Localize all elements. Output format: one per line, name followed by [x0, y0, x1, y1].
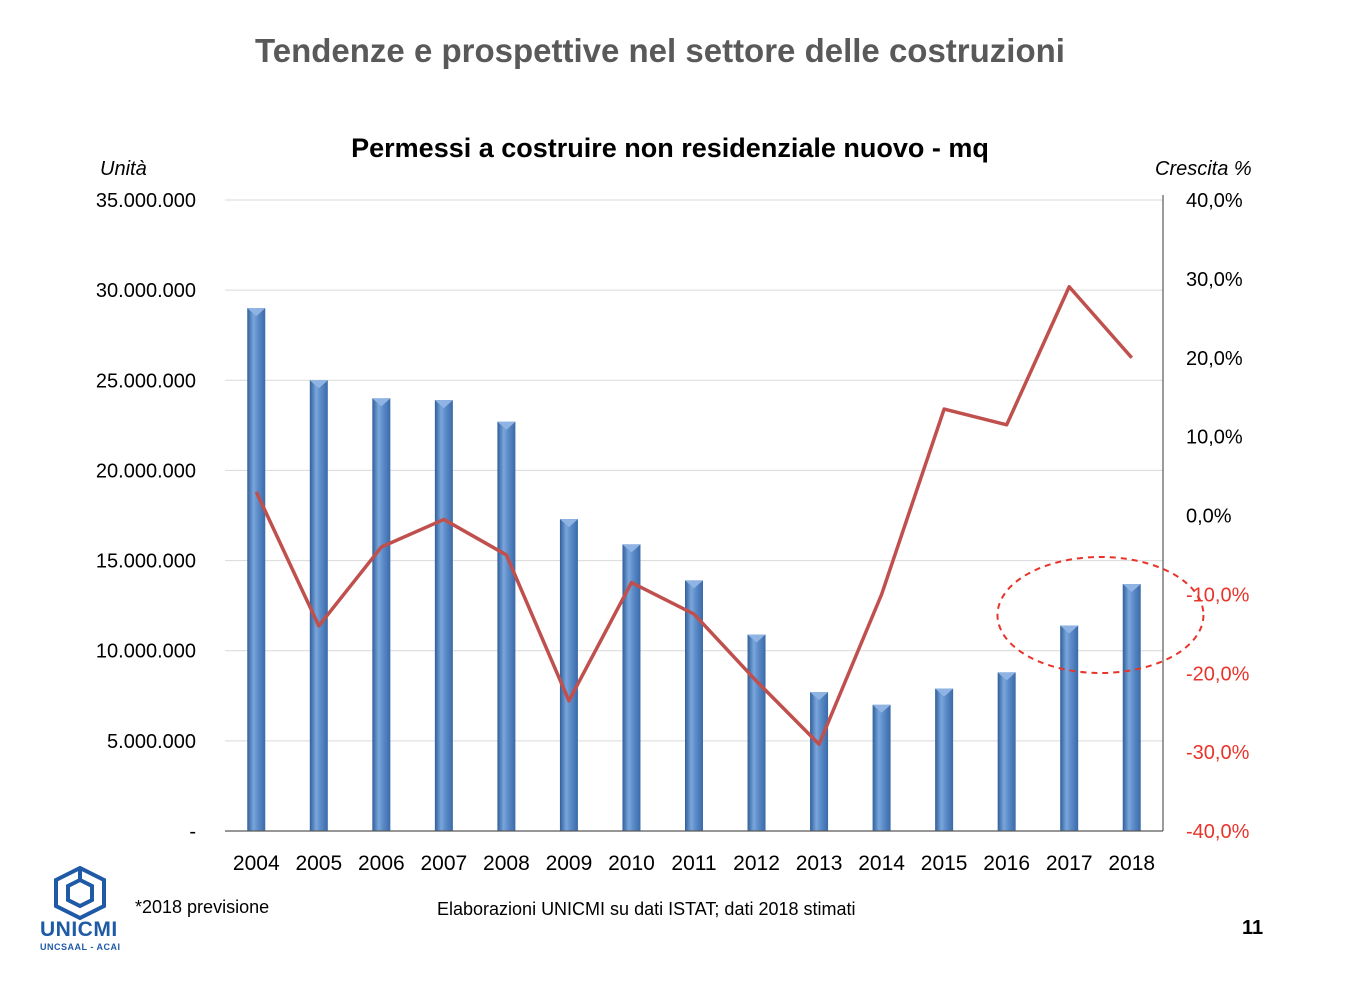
bar-cap [997, 672, 1016, 681]
growth-line [254, 285, 1134, 746]
x-tick-label: 2013 [796, 852, 843, 875]
x-tick-label: 2007 [421, 852, 468, 875]
x-tick-label: 2014 [858, 852, 905, 875]
y-axis-label-right: Crescita % [1155, 158, 1252, 180]
bar-cap [685, 580, 703, 589]
footnote-forecast: *2018 previsione [135, 897, 270, 917]
x-tick-label: 2006 [358, 852, 405, 875]
axes: - 5.000.000 10.000.000 15.000.000 20.000.000… [96, 190, 1250, 875]
x-tick-label: 2010 [608, 852, 655, 875]
y2-tick-label: 10,0% [1186, 427, 1243, 449]
bar [309, 380, 328, 831]
bar-series [247, 308, 1141, 832]
bar [372, 398, 391, 831]
bar [685, 580, 703, 831]
bar-cap [1122, 584, 1141, 593]
bar-cap [872, 704, 891, 713]
y-tick-label: 20.000.000 [96, 460, 196, 482]
bar [622, 544, 641, 831]
bar [434, 400, 453, 831]
unicmi-logo-icon [54, 865, 106, 921]
y2-tick-label: 40,0% [1186, 190, 1243, 212]
bar [997, 672, 1016, 831]
bar-cap [497, 421, 516, 430]
x-tick-label: 2015 [921, 852, 968, 875]
bar-cap [810, 692, 829, 701]
x-tick-label: 2016 [983, 852, 1030, 875]
y-tick-label: 5.000.000 [107, 731, 196, 753]
y2-tick-label: -20,0% [1186, 663, 1250, 685]
y-tick-label: 30.000.000 [96, 280, 196, 302]
x-tick-label: 2017 [1046, 852, 1093, 875]
bar-cap [935, 688, 954, 697]
bar [935, 688, 954, 831]
x-tick-label: 2004 [233, 852, 280, 875]
x-tick-label: 2018 [1108, 852, 1155, 875]
highlight-ellipse [996, 556, 1205, 674]
bar-cap [434, 400, 453, 409]
y-tick-label: 15.000.000 [96, 551, 196, 573]
bar [1060, 625, 1079, 831]
y2-tick-label: -30,0% [1186, 742, 1250, 764]
y2-tick-label: -10,0% [1186, 584, 1250, 606]
bar [559, 519, 578, 831]
y2-tick-label: 0,0% [1186, 506, 1232, 528]
x-tick-label: 2008 [483, 852, 530, 875]
slide-title: Tendenze e prospettive nel settore delle… [255, 32, 1065, 69]
x-tick-label: 2012 [733, 852, 780, 875]
logo-name: UNICMI [40, 918, 118, 941]
y-tick-label: 10.000.000 [96, 641, 196, 663]
bar [247, 308, 266, 832]
bar-cap [309, 380, 328, 389]
logo-subtitle: UNCSAAL - ACAI [40, 942, 121, 952]
bar-cap [372, 398, 391, 407]
chart-title: Permessi a costruire non residenziale nu… [351, 133, 989, 163]
bar [747, 634, 766, 831]
annotations [996, 556, 1205, 674]
line-series [254, 285, 1134, 746]
bar-cap [622, 544, 641, 553]
x-tick-label: 2005 [295, 852, 342, 875]
y-tick-label: - [189, 821, 196, 843]
x-tick-label: 2011 [671, 852, 716, 875]
y-tick-label: 25.000.000 [96, 370, 196, 392]
bar-cap [559, 519, 578, 528]
y2-tick-label: 20,0% [1186, 348, 1243, 370]
bar [810, 692, 829, 831]
y2-tick-label: -40,0% [1186, 821, 1250, 843]
bar [872, 704, 891, 831]
footnote-source: Elaborazioni UNICMI su dati ISTAT; dati … [437, 899, 856, 919]
y-tick-label: 35.000.000 [96, 190, 196, 212]
x-tick-label: 2009 [546, 852, 593, 875]
bar-cap [1060, 625, 1079, 634]
page-number: 11 [1242, 917, 1264, 939]
bar-cap [247, 308, 266, 317]
bar-cap [747, 634, 766, 643]
y-axis-label-left: Unità [100, 158, 147, 180]
bar [1122, 584, 1141, 831]
y2-tick-label: 30,0% [1186, 269, 1243, 291]
bar [497, 421, 516, 831]
